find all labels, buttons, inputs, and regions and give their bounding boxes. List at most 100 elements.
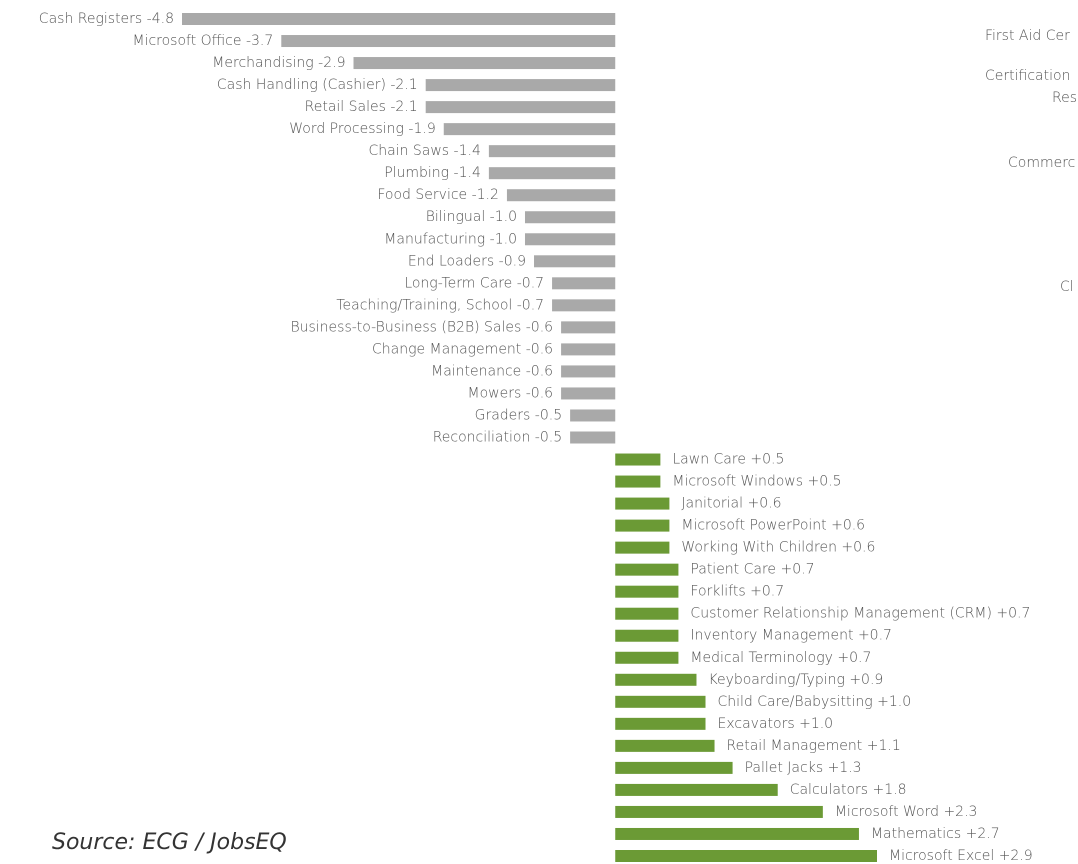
value-label: -1.4 xyxy=(454,165,481,181)
bar-label: Working With Children +0.6 xyxy=(681,540,875,556)
category-label: Graders xyxy=(475,407,531,423)
category-label: Inventory Management xyxy=(690,628,853,644)
side-label: Res xyxy=(1052,90,1077,106)
bar-label: Change Management -0.6 xyxy=(372,341,553,357)
bar xyxy=(615,827,859,840)
bar-label: Child Care/Babysitting +1.0 xyxy=(718,694,912,710)
bar xyxy=(552,299,616,312)
bar-label: Microsoft Word +2.3 xyxy=(835,804,978,820)
bar-label: Merchandising -2.9 xyxy=(212,55,345,71)
bar xyxy=(615,695,706,708)
category-label: Retail Sales xyxy=(305,99,386,115)
value-label: +0.7 xyxy=(750,584,784,600)
category-label: Long-Term Care xyxy=(404,275,512,291)
bar xyxy=(615,673,697,686)
bar-label: End Loaders -0.9 xyxy=(408,253,526,269)
category-label: Excavators xyxy=(718,716,795,732)
bar xyxy=(561,365,616,378)
bar xyxy=(615,761,733,774)
category-label: Maintenance xyxy=(431,363,521,379)
bar-label: Microsoft PowerPoint +0.6 xyxy=(681,518,865,534)
bar-label: Mathematics +2.7 xyxy=(871,826,1000,842)
bar xyxy=(552,277,616,290)
bar-label: Retail Management +1.1 xyxy=(727,738,901,754)
bar-label: Inventory Management +0.7 xyxy=(690,628,892,644)
bar-label: Graders -0.5 xyxy=(475,407,563,423)
value-label: +2.3 xyxy=(943,804,977,820)
category-label: Retail Management xyxy=(727,738,863,754)
bar-label: Mowers -0.6 xyxy=(468,385,554,401)
bar-label: Plumbing -1.4 xyxy=(384,165,481,181)
category-label: Lawn Care xyxy=(672,452,746,468)
bar xyxy=(615,651,679,664)
value-label: -2.1 xyxy=(390,77,417,93)
value-label: -3.7 xyxy=(246,33,273,49)
category-label: Microsoft Windows xyxy=(672,474,803,490)
category-label: Forklifts xyxy=(690,584,745,600)
bar xyxy=(615,850,877,862)
category-label: Food Service xyxy=(377,187,467,203)
value-label: -1.9 xyxy=(408,121,435,137)
value-label: +0.7 xyxy=(858,628,892,644)
bar-label: Keyboarding/Typing +0.9 xyxy=(708,672,883,688)
bar xyxy=(615,717,706,730)
value-label: +0.5 xyxy=(807,474,841,490)
category-label: Chain Saws xyxy=(368,143,449,159)
bar-label: Teaching/Training, School -0.7 xyxy=(336,297,544,313)
value-label: -0.5 xyxy=(535,407,562,423)
value-label: -4.8 xyxy=(147,11,174,27)
side-label: Certification xyxy=(985,68,1070,84)
bar-label: Microsoft Excel +2.9 xyxy=(889,848,1033,864)
bar xyxy=(353,57,616,70)
bar xyxy=(615,519,670,532)
category-label: End Loaders xyxy=(408,253,494,269)
value-label: +2.9 xyxy=(999,848,1033,864)
category-label: Business-to-Business (B2B) Sales xyxy=(290,319,521,335)
bar xyxy=(615,497,670,510)
value-label: +1.1 xyxy=(867,738,901,754)
bar-label: Chain Saws -1.4 xyxy=(368,143,480,159)
category-label: Child Care/Babysitting xyxy=(718,694,873,710)
value-label: -0.5 xyxy=(535,430,562,446)
category-label: Working With Children xyxy=(681,540,837,556)
category-label: Patient Care xyxy=(690,562,776,578)
bar xyxy=(570,431,616,444)
value-label: +0.7 xyxy=(837,650,871,666)
value-label: -0.7 xyxy=(517,297,544,313)
bar xyxy=(615,585,679,598)
category-label: Calculators xyxy=(790,782,868,798)
category-label: Cash Registers xyxy=(39,11,142,27)
bar xyxy=(615,475,661,488)
value-label: +0.7 xyxy=(996,606,1030,622)
category-label: Microsoft Excel xyxy=(889,848,994,864)
bar xyxy=(182,13,616,25)
bar-label: Lawn Care +0.5 xyxy=(672,452,784,468)
value-label: +1.0 xyxy=(799,716,833,732)
value-label: -1.4 xyxy=(454,143,481,159)
bar-label: Cash Registers -4.8 xyxy=(39,11,174,27)
value-label: -0.6 xyxy=(526,363,553,379)
bar xyxy=(615,453,661,466)
bar-label: Microsoft Windows +0.5 xyxy=(672,474,841,490)
bar-label: Customer Relationship Management (CRM) +… xyxy=(690,606,1030,622)
value-label: -1.2 xyxy=(472,187,499,203)
value-label: -0.6 xyxy=(526,319,553,335)
bar-label: Forklifts +0.7 xyxy=(690,584,784,600)
category-label: Cash Handling (Cashier) xyxy=(217,77,386,93)
bar xyxy=(524,233,616,246)
category-label: Pallet Jacks xyxy=(745,760,824,776)
category-label: Mowers xyxy=(468,385,522,401)
bar-label: Word Processing -1.9 xyxy=(289,121,436,137)
value-label: +2.7 xyxy=(966,826,1000,842)
bar-label: Microsoft Office -3.7 xyxy=(132,33,273,49)
value-label: -0.6 xyxy=(526,341,553,357)
value-label: -2.1 xyxy=(390,99,417,115)
bar-label: Reconciliation -0.5 xyxy=(433,430,562,446)
category-label: Microsoft PowerPoint xyxy=(681,518,826,534)
side-label: Cl xyxy=(1060,279,1074,295)
category-label: Merchandising xyxy=(212,55,313,71)
category-label: Manufacturing xyxy=(384,231,485,247)
value-label: +0.5 xyxy=(750,452,784,468)
bar xyxy=(615,541,670,554)
